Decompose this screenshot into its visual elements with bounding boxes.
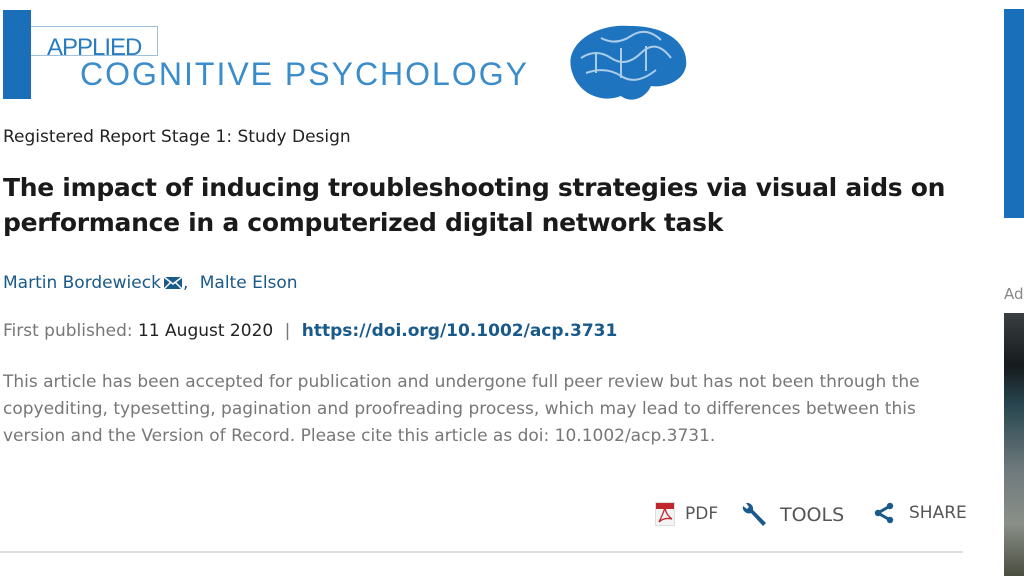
logo-bar [3, 10, 31, 99]
ad-label: Ad [1004, 285, 1024, 303]
article-type: Registered Report Stage 1: Study Design [3, 127, 351, 147]
divider [0, 551, 963, 553]
wrench-icon [742, 502, 766, 526]
separator: | [284, 321, 291, 341]
pdf-icon [655, 502, 675, 526]
journal-logo[interactable]: APPLIED COGNITIVE PSYCHOLOGY [3, 10, 693, 100]
email-icon[interactable] [163, 276, 183, 290]
published-date: 11 August 2020 [138, 321, 274, 341]
logo-box [31, 26, 158, 56]
author-separator: , [182, 273, 189, 293]
share-label: SHARE [909, 503, 967, 523]
doi-link[interactable]: https://doi.org/10.1002/acp.3731 [301, 321, 618, 341]
author-link[interactable]: Martin Bordewieck [3, 273, 161, 293]
pdf-label: PDF [685, 504, 719, 524]
tools-button[interactable]: TOOLS [740, 502, 844, 528]
logo-title: COGNITIVE PSYCHOLOGY [80, 56, 529, 92]
article-title: The impact of inducing troubleshooting s… [3, 173, 946, 237]
author-link[interactable]: Malte Elson [199, 273, 298, 293]
ad-image[interactable] [1004, 313, 1024, 576]
author-list: Martin Bordewieck, Malte Elson [3, 273, 298, 293]
pdf-button[interactable]: PDF [655, 502, 718, 526]
share-button[interactable]: SHARE [873, 502, 967, 524]
publication-info: First published: 11 August 2020 | https:… [3, 321, 617, 341]
share-icon [874, 502, 894, 524]
tools-label: TOOLS [780, 504, 845, 526]
brain-icon [570, 25, 687, 100]
sidebar-panel[interactable] [1004, 9, 1024, 218]
logo-applied: APPLIED [47, 34, 142, 61]
acceptance-note: This article has been accepted for publi… [3, 372, 920, 446]
published-label: First published: [3, 321, 133, 341]
